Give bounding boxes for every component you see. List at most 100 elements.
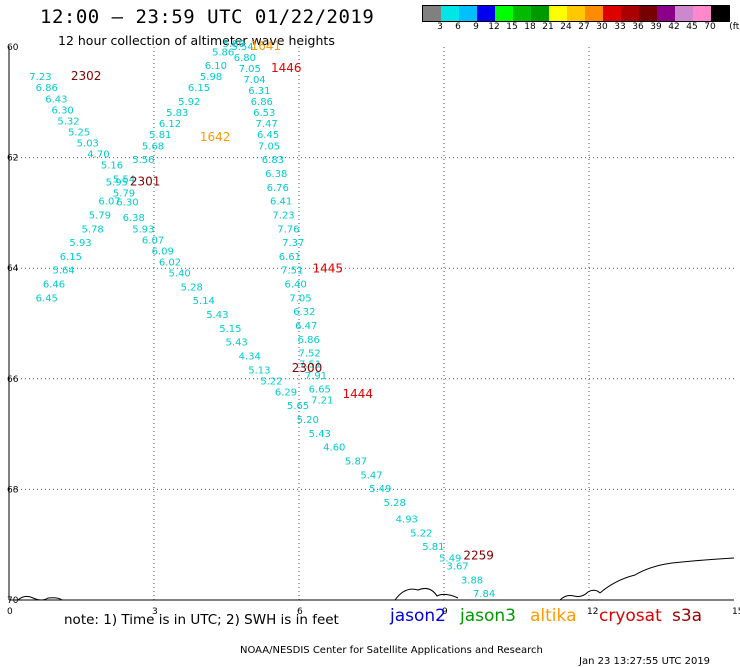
swh-value: 5.93 bbox=[69, 238, 91, 249]
swh-value: 6.32 bbox=[293, 307, 315, 318]
swh-value: 5.22 bbox=[410, 528, 432, 539]
swh-value: 5.15 bbox=[219, 324, 241, 335]
colorbar-swatch bbox=[423, 6, 441, 21]
swh-value: 6.83 bbox=[262, 155, 284, 166]
swh-value: 5.65 bbox=[287, 401, 309, 412]
pass-time-label: 1642 bbox=[200, 130, 231, 144]
colorbar-label: 24 bbox=[560, 22, 572, 32]
y-tick-label: 60 bbox=[7, 43, 19, 53]
swh-value: 6.41 bbox=[270, 197, 292, 208]
colorbar-swatch bbox=[441, 6, 459, 21]
x-tick-label: 6 bbox=[297, 607, 303, 617]
footer-note: note: 1) Time is in UTC; 2) SWH is in fe… bbox=[64, 612, 339, 628]
swh-value: 7.37 bbox=[282, 238, 304, 249]
swh-value: 6.47 bbox=[295, 321, 317, 332]
map-title: 12:00 – 23:59 UTC 01/22/2019 bbox=[40, 6, 375, 28]
swh-value: 5.95 bbox=[106, 177, 128, 188]
swh-value: 7.23 bbox=[29, 72, 51, 83]
swh-value: 7.51 bbox=[281, 266, 303, 277]
swh-value: 7.23 bbox=[272, 210, 294, 221]
swh-value: 7.04 bbox=[243, 75, 265, 86]
pass-time-label: 2259 bbox=[463, 549, 494, 563]
x-tick-label: 15 bbox=[732, 607, 740, 617]
swh-value: 4.34 bbox=[239, 351, 261, 362]
swh-value: 6.43 bbox=[45, 94, 67, 105]
colorbar-label: 21 bbox=[542, 22, 554, 32]
swh-value: 5.49 bbox=[369, 484, 391, 495]
swh-value: 5.64 bbox=[53, 266, 75, 277]
swh-value: 5.78 bbox=[82, 224, 104, 235]
altimeter-map: 036912156062646668707.236.866.436.305.32… bbox=[7, 39, 740, 617]
swh-value: 7.51 bbox=[299, 360, 321, 371]
swh-value: 5.93 bbox=[132, 224, 154, 235]
y-tick-label: 66 bbox=[7, 375, 19, 385]
swh-value: 5.47 bbox=[360, 470, 382, 481]
swh-value: 6.45 bbox=[36, 293, 58, 304]
colorbar-swatch bbox=[639, 6, 657, 21]
colorbar-swatch bbox=[513, 6, 531, 21]
swh-value: 3.67 bbox=[446, 562, 468, 573]
swh-value: 6.86 bbox=[36, 83, 58, 94]
swh-value: 7.05 bbox=[239, 64, 261, 75]
satellite-jason3: jason3 bbox=[460, 606, 516, 626]
swh-value: 7.84 bbox=[473, 589, 495, 600]
y-tick-label: 64 bbox=[7, 264, 19, 274]
swh-value: 6.65 bbox=[309, 385, 331, 396]
swh-value: 5.40 bbox=[169, 268, 191, 279]
swh-value: 6.30 bbox=[116, 198, 138, 209]
colorbar-swatch bbox=[675, 6, 693, 21]
swh-value: 5.28 bbox=[181, 282, 203, 293]
pass-time-label: 1445 bbox=[313, 262, 344, 276]
timestamp-text: Jan 23 13:27:55 UTC 2019 bbox=[579, 656, 711, 667]
colorbar-label: 6 bbox=[455, 22, 461, 32]
swh-value: 6.31 bbox=[248, 86, 270, 97]
x-tick-label: 9 bbox=[442, 607, 448, 617]
colorbar-label: 18 bbox=[524, 22, 536, 32]
swh-value: 5.22 bbox=[260, 376, 282, 387]
y-tick-label: 62 bbox=[7, 154, 18, 164]
swh-value: 6.12 bbox=[159, 119, 181, 130]
swh-value: 6.46 bbox=[43, 280, 65, 291]
swh-value: 5.87 bbox=[345, 457, 367, 468]
swh-value: 5.54 bbox=[231, 42, 253, 53]
y-tick-label: 70 bbox=[7, 596, 19, 606]
swh-value: 5.68 bbox=[142, 141, 164, 152]
pass-time-label: 1446 bbox=[271, 61, 302, 75]
y-tick-label: 68 bbox=[7, 485, 19, 495]
wave-height-colorbar bbox=[422, 5, 730, 22]
swh-value: 5.16 bbox=[101, 161, 123, 172]
coastline bbox=[17, 557, 735, 601]
swh-value: 7.21 bbox=[311, 396, 333, 407]
swh-value: 6.07 bbox=[142, 235, 164, 246]
colorbar-swatch bbox=[621, 6, 639, 21]
swh-value: 7.52 bbox=[299, 349, 321, 360]
colorbar-label: 27 bbox=[578, 22, 590, 32]
colorbar-label: 12 bbox=[488, 22, 500, 32]
swh-value: 4.70 bbox=[87, 150, 109, 161]
swh-value: 5.43 bbox=[309, 429, 331, 440]
swh-value: 5.03 bbox=[77, 139, 99, 150]
swh-value: 6.10 bbox=[205, 61, 227, 72]
x-tick-label: 12 bbox=[587, 607, 598, 617]
colorbar-label: (ft) bbox=[729, 22, 740, 32]
swh-value: 6.30 bbox=[52, 105, 74, 116]
credit-line: NOAA/NESDIS Center for Satellite Applica… bbox=[240, 634, 710, 667]
swh-value: 6.86 bbox=[298, 335, 320, 346]
satellite-cryosat: cryosat bbox=[599, 606, 662, 626]
pass-time-label: 1641 bbox=[251, 39, 282, 53]
swh-value: 3.88 bbox=[461, 575, 483, 586]
colorbar-label: 36 bbox=[632, 22, 644, 32]
swh-value: 6.38 bbox=[123, 213, 145, 224]
swh-value: 5.81 bbox=[149, 130, 171, 141]
satellite-altika: altika bbox=[530, 606, 577, 626]
colorbar-swatch bbox=[657, 6, 675, 21]
pass-time-label: 2301 bbox=[130, 174, 161, 188]
swh-value: 5.81 bbox=[422, 542, 444, 553]
colorbar-swatch bbox=[567, 6, 585, 21]
credit-text: NOAA/NESDIS Center for Satellite Applica… bbox=[240, 645, 543, 656]
swh-value: 5.43 bbox=[226, 338, 248, 349]
swh-value: 6.53 bbox=[253, 108, 275, 119]
colorbar-swatch bbox=[711, 6, 729, 21]
swh-value: 5.49 bbox=[439, 553, 461, 564]
swh-value: 6.80 bbox=[234, 53, 256, 64]
